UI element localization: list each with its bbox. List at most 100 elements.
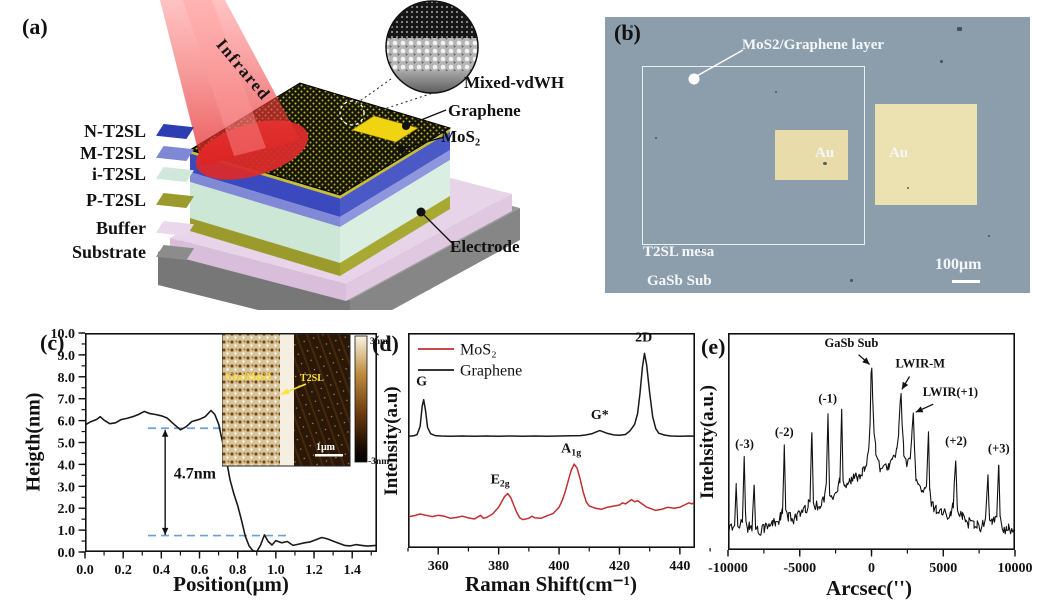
afm-gra-mos2-region (222, 334, 284, 466)
svg-text:9.0: 9.0 (58, 349, 76, 364)
top-contact-pad (351, 115, 419, 143)
dust-speck (957, 27, 962, 31)
peak-label: LWIR-M (896, 357, 946, 371)
peak-label: (-3) (735, 437, 754, 451)
dust-speck (655, 137, 657, 139)
dust-speck (823, 162, 827, 165)
svg-text:1.2: 1.2 (305, 563, 323, 578)
electrode-dot (416, 207, 426, 217)
panel-c-ylabel: Heigth(nm) (22, 392, 45, 492)
t2sl-mesa-label: T2SL mesa (643, 244, 715, 260)
panel-a-label: (a) (22, 14, 48, 39)
afm-image-border (222, 333, 351, 467)
dust-speck (988, 235, 990, 237)
afm-colorbar-min: -3nm (368, 457, 389, 467)
m-t2sl-front (190, 172, 340, 227)
dust-speck (630, 25, 633, 28)
svg-text:0.0: 0.0 (58, 546, 76, 561)
peak-label: A1g (561, 441, 581, 458)
mos2-leader (400, 136, 445, 150)
svg-text:5000: 5000 (929, 561, 957, 576)
legend-row-m-t2sl: M-T2SL (8, 141, 218, 165)
legend-row-i-t2sl: i-T2SL (8, 162, 218, 186)
layer-label: N-T2SL (83, 121, 146, 141)
svg-text:10.0: 10.0 (51, 327, 76, 342)
series-XRD rocking curve (729, 367, 1014, 536)
scalebar (952, 280, 980, 283)
panel-c-xlabel: Position(μm) (173, 572, 289, 596)
legend-label: MoS₂ (460, 342, 497, 359)
n-t2sl-side (340, 128, 450, 217)
dust-speck (850, 279, 853, 282)
afm-inset: Gra/MoS2 T2SL 1μm 3nm -3nm (222, 333, 389, 467)
chart-raman: 360 380 400 420 440 G G* 2D E2g A1g MoS₂ Graphene (407, 331, 711, 574)
panel-b-label: (b) (614, 20, 641, 45)
svg-text:0.0: 0.0 (76, 563, 94, 578)
graphene-dot (402, 122, 410, 130)
peak-label: (+2) (945, 434, 967, 448)
svg-text:0.4: 0.4 (153, 563, 171, 578)
peak-label: LWIR(+1) (923, 385, 978, 399)
legend-row-buffer: Buffer (8, 216, 218, 240)
substrate-side (350, 208, 520, 310)
svg-text:360: 360 (428, 559, 449, 574)
series-AFM height profile (86, 409, 376, 551)
svg-text:4.0: 4.0 (58, 458, 76, 473)
electrode-callout-label: Electrode (450, 237, 520, 256)
layer-chip (156, 146, 194, 161)
afm-scalebar (315, 454, 343, 457)
panel-d-label: (d) (372, 331, 399, 356)
afm-scale-label: 1μm (316, 442, 336, 453)
gasb-sub-label: GaSb Sub (647, 273, 712, 289)
svg-text:420: 420 (609, 559, 630, 574)
peak-label: (-2) (775, 425, 794, 439)
chart-xrd: -10000 -5000 0 5000 10000 GaSb Sub LWIR-M LWIR(… (708, 333, 1033, 576)
legend-row-n-t2sl: N-T2SL (8, 119, 218, 143)
peak-label: 2D (635, 331, 652, 346)
svg-text:1.0: 1.0 (267, 563, 285, 578)
au-pad-large: Au (875, 104, 977, 205)
panel-b-annotations (688, 49, 744, 85)
afm-arrow-head (280, 388, 290, 395)
layer-chip (156, 193, 194, 208)
dust-speck (700, 249, 702, 251)
panel-e-label: (e) (701, 334, 726, 359)
panel-d-ylabel: Intensity(a.u) (381, 386, 402, 496)
layer-label: Buffer (96, 218, 146, 238)
scalebar-label: 100μm (935, 256, 982, 273)
layer-label: Substrate (71, 242, 146, 262)
svg-text:400: 400 (549, 559, 570, 574)
afm-colorbar (354, 335, 368, 463)
svg-text:-5000: -5000 (783, 561, 816, 576)
peak-label: G (416, 375, 427, 390)
layer-chip (156, 167, 194, 182)
svg-text:0.6: 0.6 (191, 563, 209, 578)
buffer-side (346, 194, 512, 301)
peak-label: G* (591, 408, 609, 423)
afm-colorbar-max: 3nm (370, 337, 388, 347)
peak-label: (+3) (988, 441, 1010, 455)
svg-text:0: 0 (868, 561, 875, 576)
infrared-beam-core (183, 0, 266, 156)
au-pad-small-label: Au (815, 145, 835, 161)
legend-label: Graphene (460, 363, 522, 380)
layer-chip (156, 221, 194, 236)
svg-text:6.0: 6.0 (58, 415, 76, 430)
afm-t2sl-region (294, 334, 350, 466)
svg-text:10000: 10000 (998, 561, 1033, 576)
peak-label: (-1) (818, 391, 837, 405)
afm-boundary-band (280, 334, 294, 466)
mixed-vdwh-label: Mixed-vdWH (464, 73, 565, 92)
svg-text:1.0: 1.0 (58, 524, 76, 539)
peak-label: 4.7nm (174, 466, 217, 483)
panel-e-ylabel: Intehsity(a.u.) (697, 384, 718, 500)
i-t2sl-front (190, 182, 340, 263)
substrate-front (158, 252, 350, 310)
svg-text:380: 380 (488, 559, 509, 574)
sample-region-circle (339, 100, 365, 126)
layer-chip (156, 124, 194, 139)
svg-text:3.0: 3.0 (58, 480, 76, 495)
svg-text:0.2: 0.2 (114, 563, 132, 578)
legend-row-p-t2sl: P-T2SL (8, 188, 218, 212)
au-pad-large-label: Au (889, 145, 909, 161)
